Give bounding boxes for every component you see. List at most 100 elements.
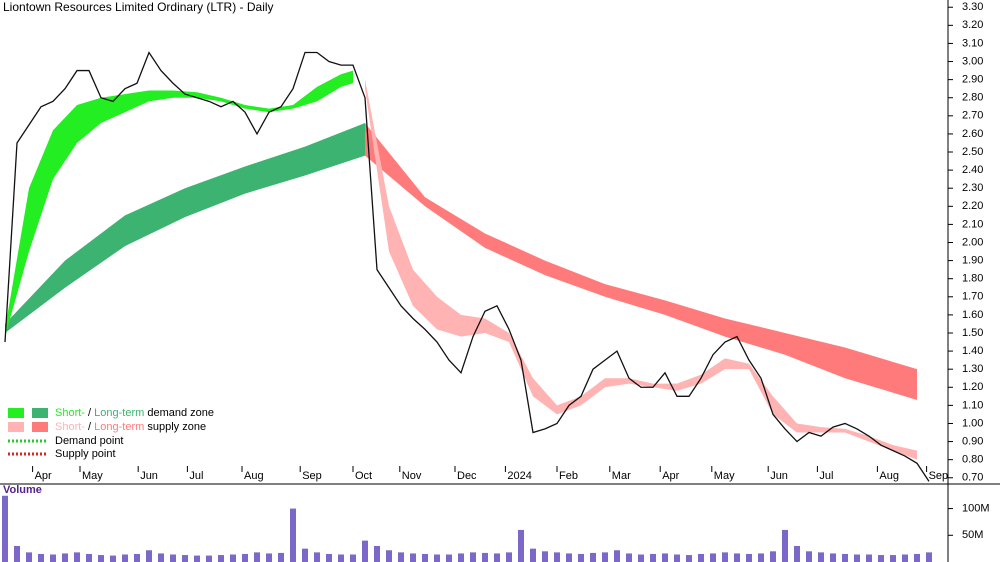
zone-band (365, 123, 917, 400)
volume-bar (446, 554, 452, 562)
volume-bar (422, 553, 428, 562)
legend-text: Long-term (94, 421, 144, 433)
x-tick-label: Feb (559, 470, 578, 482)
volume-bar (698, 553, 704, 562)
x-tick-label: Sep (929, 470, 949, 482)
volume-bar (434, 554, 440, 562)
volume-bar (98, 555, 104, 562)
x-tick-label: Oct (355, 470, 372, 482)
volume-bar (338, 554, 344, 562)
volume-bar (182, 555, 188, 562)
volume-bar (770, 551, 776, 562)
volume-bar (218, 555, 224, 562)
y-tick-label: 3.10 (962, 37, 983, 49)
volume-bar (662, 553, 668, 562)
volume-bar (158, 553, 164, 562)
volume-bar (50, 554, 56, 562)
volume-bar (134, 553, 140, 562)
volume-bar (14, 545, 20, 562)
volume-bar (554, 552, 560, 562)
x-tick-label: May (82, 470, 103, 482)
volume-bar (806, 551, 812, 562)
y-tick-label: 1.70 (962, 291, 983, 303)
y-tick-label: 0.90 (962, 435, 983, 447)
volume-bar (362, 540, 368, 562)
volume-bar (482, 552, 488, 562)
y-tick-label: 2.40 (962, 164, 983, 176)
legend-text: Short- (55, 421, 85, 433)
volume-bar (170, 554, 176, 562)
volume-bar (146, 550, 152, 562)
volume-bar (710, 553, 716, 562)
volume-bar (38, 553, 44, 562)
x-tick-label: Aug (244, 470, 264, 482)
volume-bar (230, 554, 236, 562)
legend-label: Short- / Long-term demand zone (55, 407, 214, 419)
legend-swatch (8, 422, 24, 432)
y-tick-label: 3.20 (962, 19, 983, 31)
zone-band (5, 70, 353, 337)
volume-bar (650, 553, 656, 562)
y-tick-label: 2.90 (962, 74, 983, 86)
volume-bar (542, 551, 548, 562)
volume-bar (194, 555, 200, 562)
y-tick-label: 1.60 (962, 309, 983, 321)
legend-text: / (88, 421, 92, 433)
volume-bar (254, 552, 260, 562)
volume-bar (122, 554, 128, 562)
y-tick-label: 1.40 (962, 345, 983, 357)
volume-bar (686, 555, 692, 562)
volume-bar (314, 552, 320, 562)
y-tick-label: 0.70 (962, 472, 983, 484)
zone-band (5, 123, 365, 333)
volume-bar (386, 550, 392, 562)
y-tick-label: 2.10 (962, 218, 983, 230)
y-tick-label: 1.10 (962, 399, 983, 411)
price-line (4, 51, 930, 482)
y-tick-label: 1.30 (962, 363, 983, 375)
volume-title: Volume (3, 484, 42, 496)
volume-bar (746, 553, 752, 562)
y-tick-label: 3.00 (962, 55, 983, 67)
volume-bar (410, 553, 416, 562)
volume-bar (758, 553, 764, 562)
y-tick-label: 2.00 (962, 236, 983, 248)
x-tick-label: Nov (402, 470, 422, 482)
legend-label: Demand point (55, 435, 124, 447)
volume-bar (878, 555, 884, 562)
y-tick-label: 2.80 (962, 92, 983, 104)
x-tick-label: Jul (189, 470, 203, 482)
volume-bar (206, 555, 212, 562)
legend-label: Supply point (55, 448, 116, 460)
volume-bar (26, 552, 32, 562)
volume-bar (494, 553, 500, 562)
x-tick-label: Jun (140, 470, 158, 482)
legend-text: supply zone (147, 421, 206, 433)
volume-bar (902, 554, 908, 562)
volume-bar (326, 553, 332, 562)
volume-bar (614, 550, 620, 562)
x-tick-label: Dec (457, 470, 477, 482)
volume-bar (110, 555, 116, 562)
legend-swatch (8, 408, 24, 418)
volume-bar (926, 552, 932, 562)
y-tick-label: 2.20 (962, 200, 983, 212)
legend-text: Short- (55, 407, 85, 419)
y-tick-label: 2.60 (962, 128, 983, 140)
volume-bar (794, 545, 800, 562)
volume-bar (566, 553, 572, 562)
volume-bar (350, 554, 356, 562)
volume-bar (842, 553, 848, 562)
volume-bar (470, 552, 476, 562)
y-tick-label: 3.30 (962, 1, 983, 13)
volume-bar (890, 555, 896, 562)
volume-bar (374, 545, 380, 562)
volume-bar (602, 552, 608, 562)
volume-bar (854, 554, 860, 562)
volume-bar (242, 553, 248, 562)
zone-band (365, 79, 917, 460)
x-tick-label: Sep (302, 470, 322, 482)
x-tick-label: May (714, 470, 735, 482)
volume-bar (734, 553, 740, 562)
